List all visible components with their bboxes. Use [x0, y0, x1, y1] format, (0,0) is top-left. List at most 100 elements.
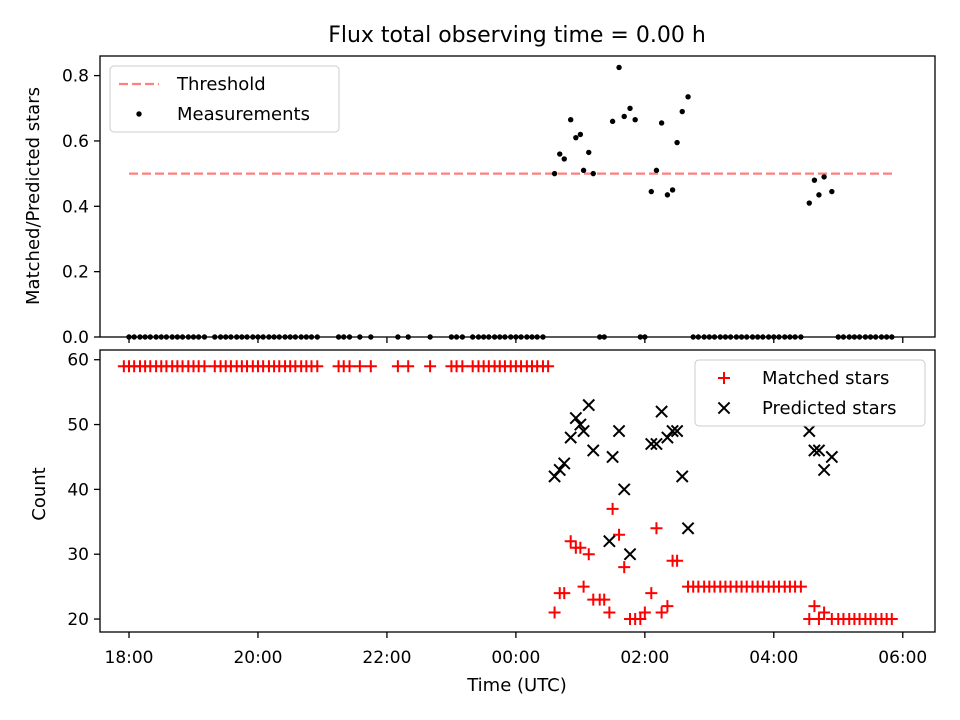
x-tick-label: 02:00	[620, 648, 669, 668]
data-point	[343, 360, 356, 373]
data-point	[424, 360, 437, 373]
data-point	[353, 360, 366, 373]
data-point	[816, 192, 822, 198]
data-point	[548, 606, 561, 619]
top-chart-title: Flux total observing time = 0.00 h	[328, 23, 706, 48]
data-point	[644, 437, 658, 451]
data-point	[609, 118, 616, 125]
data-point	[618, 561, 631, 574]
data-point	[557, 151, 563, 157]
data-point	[679, 108, 685, 115]
data-point	[402, 360, 415, 373]
top-y-axis-label: Matched/Predicted stars	[23, 87, 44, 305]
data-point	[650, 437, 663, 451]
data-point	[577, 580, 590, 593]
data-point	[669, 187, 676, 193]
data-point	[674, 139, 680, 146]
data-point	[811, 177, 818, 183]
data-point	[658, 120, 665, 126]
data-point	[671, 554, 684, 567]
x-tick-label: 18:00	[105, 648, 154, 668]
axes-frame	[99, 349, 936, 633]
y-tick-label: 60	[67, 351, 89, 371]
y-tick-label: 0.0	[62, 328, 89, 348]
legend-handle	[718, 372, 730, 384]
y-tick-label: 0.8	[62, 67, 89, 87]
y-tick-label: 0.2	[62, 263, 89, 283]
data-point	[564, 431, 578, 444]
legend-label: Threshold	[176, 74, 266, 95]
data-point	[829, 188, 835, 195]
data-point	[655, 405, 668, 418]
data-point	[606, 502, 619, 515]
data-point	[664, 192, 671, 198]
data-point	[645, 587, 658, 600]
data-point	[666, 424, 679, 438]
data-point	[586, 444, 600, 457]
y-tick-label: 50	[67, 416, 89, 436]
data-point	[311, 360, 324, 373]
data-point	[603, 534, 616, 548]
x-tick-label: 06:00	[878, 648, 927, 668]
bottom-y-axis-label: Count	[29, 467, 50, 520]
data-point	[621, 113, 627, 120]
data-point	[574, 541, 587, 554]
data-point	[577, 131, 584, 138]
data-point	[812, 613, 825, 626]
legend: Matched stars Predicted stars	[694, 359, 926, 427]
legend-handle	[136, 111, 142, 117]
y-tick-label: 20	[67, 610, 89, 630]
data-point	[616, 64, 622, 71]
data-point	[670, 424, 684, 438]
data-point	[391, 360, 404, 373]
data-point	[582, 548, 595, 561]
axes-frame	[99, 55, 936, 338]
data-point	[573, 134, 579, 141]
data-point	[612, 424, 626, 438]
data-point	[580, 167, 587, 174]
data-point	[542, 360, 555, 373]
data-point	[558, 587, 571, 600]
y-tick-label: 30	[67, 545, 89, 565]
data-point	[590, 170, 596, 177]
data-point	[808, 600, 821, 613]
data-point	[632, 117, 638, 123]
data-point	[613, 528, 626, 541]
series-matched-stars	[117, 360, 898, 626]
data-point	[627, 105, 633, 111]
bottom-axes: 18:00 20:00 22:00 00:00 02:00 04:00 06:00 20 30 4…	[67, 349, 936, 668]
data-point	[661, 600, 674, 613]
legend: Threshold Measurements	[109, 65, 340, 133]
data-point	[456, 360, 469, 373]
data-point	[802, 424, 816, 438]
x-tick-label: 20:00	[233, 648, 282, 668]
top-axes: 0.0 0.2 0.4 0.6 0.8 Threshold Measurements	[62, 55, 936, 348]
data-point	[586, 149, 592, 156]
y-tick-label: 0.4	[62, 197, 89, 217]
x-tick-label: 22:00	[362, 648, 411, 668]
data-point	[812, 444, 826, 457]
x-tick-label: 04:00	[749, 648, 798, 668]
data-point	[806, 200, 812, 206]
data-point	[569, 411, 583, 425]
bottom-x-axis-label: Time (UTC)	[466, 675, 567, 696]
data-point	[561, 156, 567, 162]
data-point	[648, 188, 654, 195]
y-tick-label: 0.6	[62, 132, 89, 152]
data-point	[577, 424, 590, 438]
data-point	[598, 593, 611, 606]
legend-box	[109, 65, 340, 133]
data-point	[364, 360, 377, 373]
x-tick-label: 00:00	[491, 648, 540, 668]
data-point	[557, 457, 571, 470]
data-point	[825, 450, 839, 464]
data-point	[551, 170, 558, 177]
data-point	[817, 463, 831, 477]
data-point	[685, 94, 691, 100]
data-point	[653, 167, 660, 174]
series-predicted-stars	[548, 398, 839, 561]
data-point	[821, 174, 827, 180]
data-point	[606, 450, 619, 464]
legend-label: Predicted stars	[762, 398, 896, 419]
data-point	[638, 606, 651, 619]
